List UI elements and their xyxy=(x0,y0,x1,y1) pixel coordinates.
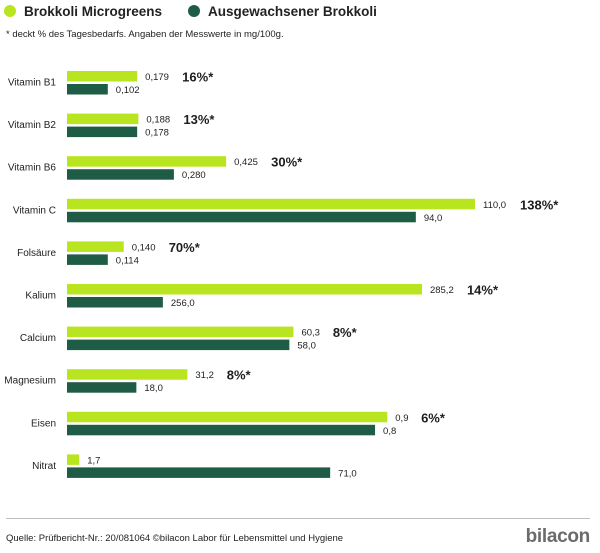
value-label-microgreens: 0,140 xyxy=(132,242,156,253)
bar-microgreens xyxy=(67,156,227,167)
category-label: Vitamin B2 xyxy=(8,120,57,131)
bar-adult xyxy=(67,339,290,351)
value-label-microgreens: 0,425 xyxy=(234,157,258,168)
daily-value-label: 138%* xyxy=(520,197,559,212)
value-label-adult: 94,0 xyxy=(424,213,443,224)
category-label: Vitamin B1 xyxy=(8,78,57,89)
bar-adult xyxy=(67,84,108,95)
value-label-microgreens: 1,7 xyxy=(87,455,100,466)
bar-adult xyxy=(67,467,331,478)
value-label-microgreens: 0,188 xyxy=(146,115,170,126)
bilacon-logo: bilacon xyxy=(525,526,591,547)
source-note: Quelle: Prüfbericht-Nr.: 20/081064 ©bila… xyxy=(6,533,344,544)
bar-microgreens xyxy=(67,454,80,465)
value-label-adult: 0,8 xyxy=(383,426,396,437)
bar-microgreens xyxy=(67,198,475,210)
category-label: Calcium xyxy=(20,333,56,344)
value-label-microgreens: 0,9 xyxy=(395,413,408,424)
daily-value-label: 16%* xyxy=(182,70,214,85)
bar-adult xyxy=(67,297,163,308)
value-label-adult: 0,178 xyxy=(145,128,169,139)
value-label-adult: 58,0 xyxy=(297,341,316,352)
category-label: Vitamin B6 xyxy=(8,163,57,174)
bar-microgreens xyxy=(67,241,124,252)
category-label: Kalium xyxy=(25,291,56,302)
daily-value-label: 8%* xyxy=(227,368,252,383)
bar-microgreens xyxy=(67,369,188,380)
footnote: * deckt % des Tagesbedarfs. Angaben der … xyxy=(6,29,284,40)
bar-adult xyxy=(67,211,416,223)
category-label: Folsäure xyxy=(17,248,56,259)
value-label-adult: 71,0 xyxy=(338,468,357,479)
bar-adult xyxy=(67,382,137,393)
bar-microgreens xyxy=(67,71,138,82)
value-label-microgreens: 31,2 xyxy=(195,370,214,381)
legend-label-adult: Ausgewachsener Brokkoli xyxy=(208,3,377,19)
legend-item-adult: Ausgewachsener Brokkoli xyxy=(188,4,377,19)
value-label-adult: 0,280 xyxy=(182,170,206,181)
daily-value-label: 30%* xyxy=(271,155,303,170)
bar-adult xyxy=(67,424,376,436)
legend-swatch-adult xyxy=(188,5,201,17)
bar-microgreens xyxy=(67,411,388,423)
daily-value-label: 8%* xyxy=(333,325,358,340)
divider xyxy=(6,518,590,519)
bar-microgreens xyxy=(67,113,139,125)
value-label-adult: 0,114 xyxy=(116,255,139,266)
bar-microgreens xyxy=(67,326,294,338)
daily-value-label: 13%* xyxy=(183,112,215,127)
legend: Brokkoli Microgreens Ausgewachsener Brok… xyxy=(4,0,403,22)
value-label-microgreens: 285,2 xyxy=(430,285,454,296)
daily-value-label: 70%* xyxy=(169,240,201,255)
value-label-adult: 0,102 xyxy=(116,85,140,96)
category-label: Nitrat xyxy=(32,461,56,472)
legend-label-microgreens: Brokkoli Microgreens xyxy=(24,3,163,19)
bar-adult xyxy=(67,169,174,180)
value-label-microgreens: 110,0 xyxy=(483,200,506,211)
category-label: Eisen xyxy=(31,418,56,429)
category-label: Vitamin C xyxy=(13,205,56,216)
value-label-microgreens: 60,3 xyxy=(301,328,320,339)
bar-microgreens xyxy=(67,284,422,295)
bar-chart: Vitamin B1 0,179 0,102 16%* Vitamin B2 0,188 0… xyxy=(4,70,559,480)
daily-value-label: 14%* xyxy=(467,283,499,298)
value-label-microgreens: 0,179 xyxy=(145,72,169,83)
daily-value-label: 6%* xyxy=(421,410,446,425)
category-label: Magnesium xyxy=(4,376,56,387)
bar-adult xyxy=(67,126,138,138)
legend-swatch-microgreens xyxy=(4,5,16,17)
value-label-adult: 256,0 xyxy=(171,298,195,309)
value-label-adult: 18,0 xyxy=(144,383,163,394)
bar-adult xyxy=(67,254,108,265)
legend-item-microgreens: Brokkoli Microgreens xyxy=(4,4,162,19)
